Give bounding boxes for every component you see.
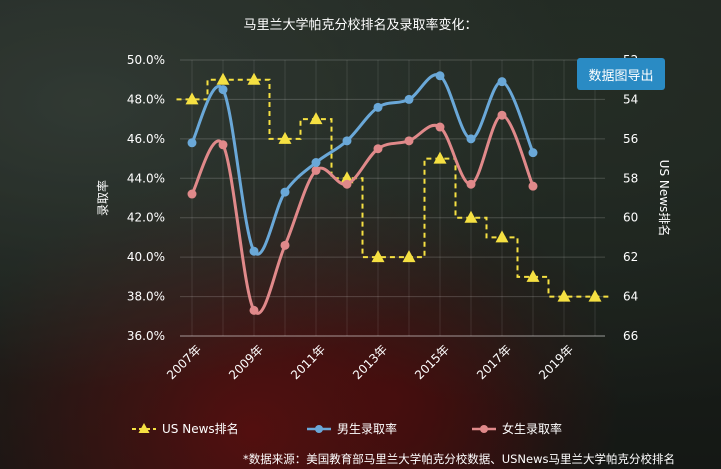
- male-point: [466, 134, 476, 144]
- rank-marker: [464, 210, 478, 223]
- rank-marker: [278, 131, 292, 144]
- male-point: [435, 71, 445, 81]
- rank-marker: [557, 289, 571, 302]
- y2-tick-label: 60: [623, 211, 638, 225]
- y2-tick-label: 56: [623, 132, 638, 146]
- y-tick-label: 50.0%: [127, 53, 165, 67]
- rank-marker: [247, 72, 261, 85]
- male-point: [404, 94, 414, 104]
- male-point: [373, 102, 383, 112]
- rank-marker: [526, 269, 540, 282]
- male-point: [497, 77, 507, 87]
- x-tick-label: 2015年: [412, 342, 452, 382]
- female-point: [218, 140, 228, 150]
- legend-female-label: 女生录取率: [502, 422, 563, 436]
- female-point: [466, 179, 476, 189]
- legend-item-female[interactable]: 女生录取率: [472, 420, 562, 437]
- male-point: [342, 136, 352, 146]
- series-rank-line: [176, 78, 611, 298]
- female-point: [373, 144, 383, 154]
- female-point: [249, 305, 259, 315]
- series-male-line: [190, 73, 535, 256]
- export-data-button[interactable]: 数据图导出: [577, 58, 665, 90]
- source-note: *数据来源：美国教育部马里兰大学帕克分校数据、USNews马里兰大学帕克分校排名: [242, 452, 675, 466]
- x-tick-label: 2017年: [474, 342, 514, 382]
- legend-male-label: 男生录取率: [337, 422, 398, 436]
- y-tick-label: 38.0%: [127, 290, 165, 304]
- rank-marker: [309, 112, 323, 125]
- legend-rank-marker-icon: [132, 422, 156, 433]
- y2-tick-label: 58: [623, 171, 638, 185]
- male-point: [249, 246, 259, 256]
- female-point: [497, 110, 507, 120]
- y2-tick-label: 66: [623, 329, 638, 343]
- x-tick-label: 2011年: [288, 342, 328, 382]
- y-axis-title: 录取率: [95, 180, 110, 216]
- y2-axis-title: US News排名: [657, 160, 672, 237]
- female-point: [187, 189, 197, 199]
- legend-male-marker-icon: [307, 424, 331, 433]
- rank-marker: [433, 151, 447, 164]
- y-tick-label: 46.0%: [127, 132, 165, 146]
- y-tick-label: 40.0%: [127, 250, 165, 264]
- y-tick-label: 44.0%: [127, 171, 165, 185]
- x-tick-label: 2019年: [536, 342, 576, 382]
- y-tick-label: 36.0%: [127, 329, 165, 343]
- chart-title: 马里兰大学帕克分校排名及录取率变化：: [243, 18, 478, 33]
- rank-marker: [185, 92, 199, 105]
- male-point: [187, 138, 197, 148]
- legend-female-marker-icon: [472, 424, 496, 433]
- rank-marker: [371, 250, 385, 263]
- female-point: [342, 179, 352, 189]
- male-point: [218, 85, 228, 95]
- rank-marker: [588, 289, 602, 302]
- legend: US News排名 男生录取率 女生录取率: [0, 420, 721, 440]
- rank-marker: [402, 250, 416, 263]
- legend-rank-label: US News排名: [162, 422, 239, 436]
- legend-item-male[interactable]: 男生录取率: [307, 420, 397, 437]
- y2-tick-label: 54: [623, 92, 638, 106]
- female-point: [528, 181, 538, 191]
- y2-tick-label: 62: [623, 250, 638, 264]
- female-point: [435, 122, 445, 132]
- x-tick-label: 2013年: [350, 342, 390, 382]
- rank-marker: [495, 230, 509, 243]
- female-point: [404, 136, 414, 146]
- y2-tick-label: 64: [623, 290, 638, 304]
- y-tick-label: 42.0%: [127, 211, 165, 225]
- legend-item-rank[interactable]: US News排名: [132, 420, 239, 437]
- male-point: [280, 187, 290, 197]
- y-tick-label: 48.0%: [127, 92, 165, 106]
- male-point: [528, 148, 538, 158]
- female-point: [311, 165, 321, 175]
- male-point: [311, 158, 321, 168]
- female-point: [280, 240, 290, 250]
- x-tick-label: 2007年: [164, 342, 204, 382]
- rank-marker: [340, 171, 354, 184]
- rank-marker: [216, 72, 230, 85]
- x-tick-label: 2009年: [226, 342, 266, 382]
